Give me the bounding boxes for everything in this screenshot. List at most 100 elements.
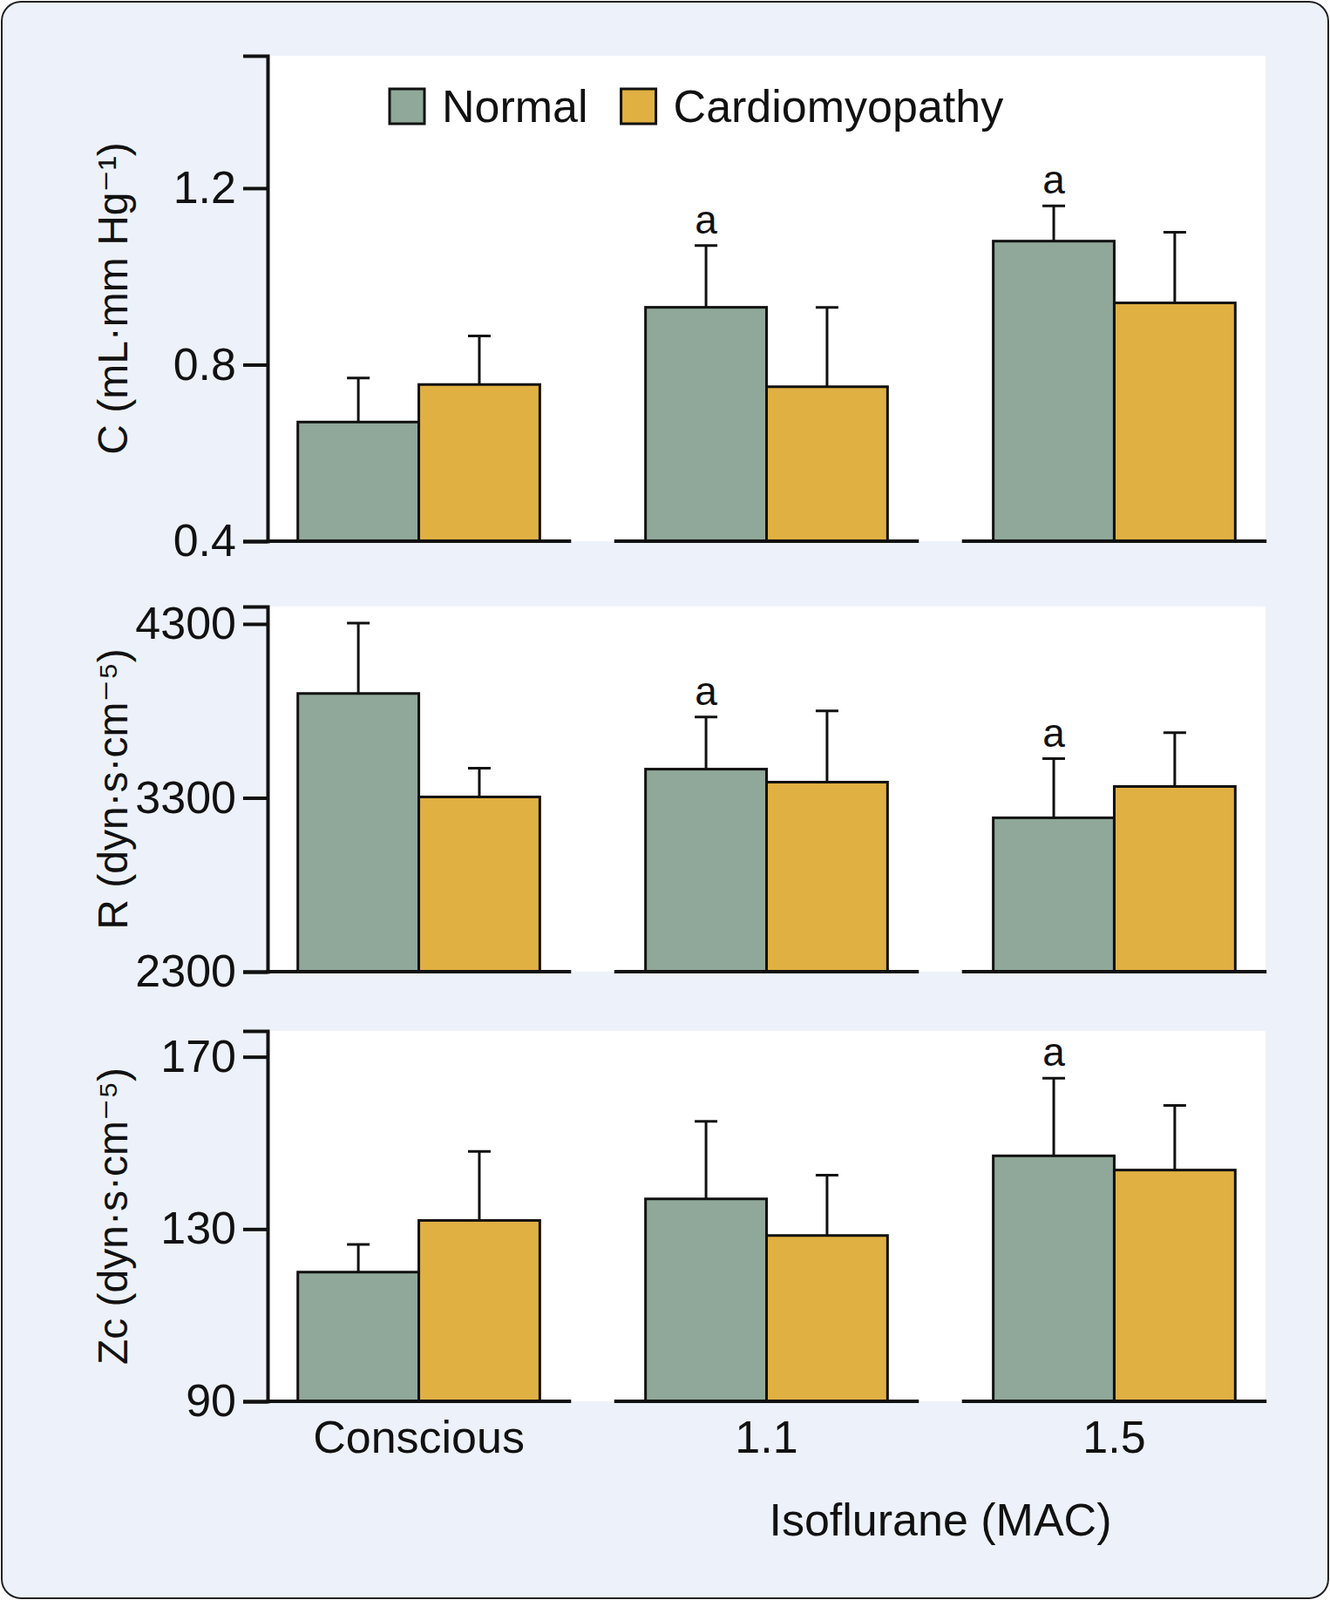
error-bar <box>346 623 370 694</box>
bar <box>766 782 889 972</box>
baseline <box>614 539 919 543</box>
tick-mark <box>243 970 268 975</box>
plot-area <box>267 1031 1266 1402</box>
error-bar <box>1042 759 1066 819</box>
bar <box>645 769 767 972</box>
tick-mark <box>243 622 268 626</box>
tick: 170 <box>160 1031 268 1082</box>
tick-label: Conscious <box>312 1411 525 1463</box>
bar <box>298 1272 420 1402</box>
tick-label: 0.4 <box>173 515 237 566</box>
y-axis: 0.4 0.8 1.2 <box>173 56 269 567</box>
plot-area <box>267 606 1266 972</box>
baseline <box>266 970 571 974</box>
tick: 1.5 <box>1082 1411 1146 1463</box>
bar <box>993 241 1115 542</box>
bar <box>1113 303 1235 542</box>
tick: 3300 <box>135 772 268 823</box>
tick-label: 1.5 <box>1082 1411 1146 1463</box>
annotation: a <box>694 668 718 714</box>
error-bar <box>1042 205 1066 242</box>
axis-title: Isoflurane (MAC) <box>768 1494 1112 1546</box>
y-axis: 90 130 170 <box>160 1031 268 1426</box>
tick-label: 4300 <box>135 597 237 649</box>
tick: 1.1 <box>734 1411 798 1463</box>
baseline <box>614 970 919 974</box>
legend-label: Normal <box>441 81 589 132</box>
error-bar <box>468 768 491 798</box>
legend-label: Cardiomyopathy <box>673 81 1005 132</box>
tick-label: 90 <box>185 1375 237 1426</box>
panel: a a 2300 3300 4300R (dyn·s·cm⁻⁵) <box>89 597 1267 997</box>
marks <box>298 205 1236 542</box>
bar <box>419 384 541 542</box>
bar <box>1113 787 1235 972</box>
tick: 2300 <box>135 945 268 997</box>
panel: a a 0.4 0.8 1.2 C (mL·mm Hg⁻¹) Normal Cardiomyo… <box>89 55 1267 566</box>
error-bar <box>468 1151 491 1221</box>
axis-line <box>243 607 269 973</box>
bar <box>766 386 889 542</box>
error-bar <box>346 378 370 423</box>
error-bar <box>694 245 718 308</box>
error-bar <box>468 336 491 386</box>
error-bar <box>694 1121 718 1200</box>
baseline <box>962 970 1267 974</box>
error-bar <box>815 1175 839 1236</box>
bar <box>419 1220 541 1402</box>
tick-mark <box>243 186 268 190</box>
error-bar <box>815 307 839 387</box>
error-bar <box>815 711 839 783</box>
tick-label: 170 <box>160 1031 237 1082</box>
tick: Conscious <box>312 1411 525 1463</box>
error-bar <box>694 717 718 770</box>
tick-mark <box>243 363 268 367</box>
marks <box>298 623 1236 972</box>
tick-mark <box>243 540 268 544</box>
bar <box>993 817 1115 972</box>
bar <box>1113 1170 1235 1402</box>
y-axis: 2300 3300 4300 <box>135 597 268 997</box>
marks <box>298 1078 1236 1402</box>
annotation: a <box>694 196 718 243</box>
tick-label: 0.8 <box>173 339 237 390</box>
panel: a90130170Conscious1.11.5Zc (dyn·s·cm⁻⁵)I… <box>89 1029 1267 1546</box>
tick-label: 130 <box>160 1202 237 1254</box>
error-bar <box>1163 732 1187 788</box>
bar <box>645 307 767 542</box>
baseline <box>962 1399 1267 1404</box>
bar <box>766 1235 889 1402</box>
baseline <box>266 1399 571 1404</box>
error-bar <box>1163 232 1187 304</box>
x-axis: Conscious 1.1 1.5 <box>312 1411 1146 1463</box>
error-bar <box>346 1244 370 1273</box>
bar <box>298 693 420 972</box>
tick-label: 1.2 <box>173 162 237 213</box>
legend: Normal Cardiomyopathy <box>389 81 1004 132</box>
background <box>1 1 1329 1599</box>
tick: 0.8 <box>173 339 268 390</box>
legend-swatch <box>389 88 425 124</box>
baseline <box>266 539 571 543</box>
axis-title: C (mL·mm Hg⁻¹) <box>89 142 136 455</box>
tick: 0.4 <box>173 515 268 566</box>
annotation: a <box>1042 156 1066 203</box>
annotation: a <box>1042 1029 1066 1075</box>
tick-label: 1.1 <box>734 1411 798 1463</box>
tick-mark <box>243 1400 268 1405</box>
bar <box>419 796 541 972</box>
axis-line <box>243 56 269 543</box>
annotation: a <box>1042 710 1066 756</box>
bar <box>993 1155 1115 1402</box>
error-bar <box>1042 1078 1066 1156</box>
axis-title: R (dyn·s·cm⁻⁵) <box>89 648 136 930</box>
tick: 1.2 <box>173 162 268 213</box>
tick: 90 <box>185 1375 268 1426</box>
baseline <box>962 539 1267 543</box>
tick: 130 <box>160 1202 268 1254</box>
baseline <box>614 1399 919 1404</box>
tick-mark <box>243 796 268 801</box>
plot-area <box>267 55 1266 542</box>
tick-mark <box>243 1055 268 1059</box>
tick-label: 2300 <box>135 945 237 997</box>
